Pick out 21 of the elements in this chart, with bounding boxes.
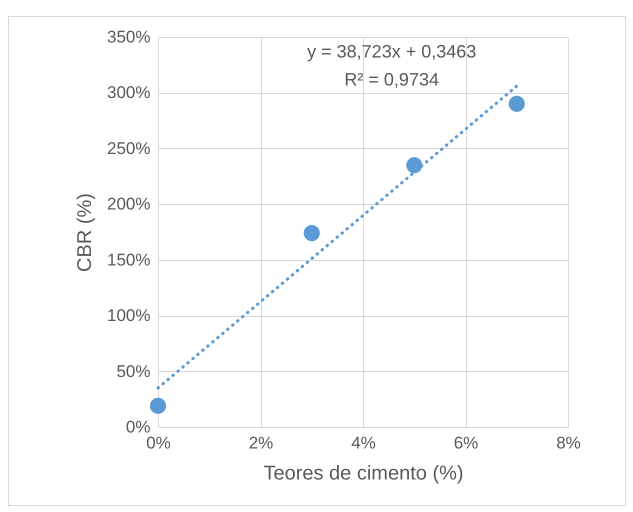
x-tick-label: 4% bbox=[351, 434, 376, 452]
y-tick-label: 350% bbox=[107, 28, 150, 46]
y-tick-label: 200% bbox=[107, 194, 150, 214]
y-tick-label: 100% bbox=[107, 306, 150, 326]
y-tick-label: 0% bbox=[126, 418, 150, 436]
annotation: R² = 0,9734 bbox=[344, 70, 439, 90]
y-tick-label: 50% bbox=[116, 362, 150, 381]
point bbox=[508, 96, 525, 112]
x-tick-label: 2% bbox=[248, 434, 274, 452]
y-tick-label: 300% bbox=[107, 83, 150, 102]
x-tick-label: 6% bbox=[454, 434, 478, 452]
point bbox=[406, 157, 422, 174]
annotation: y = 38,723x + 0,3463 bbox=[307, 42, 476, 62]
x-tick-label: 0% bbox=[146, 434, 171, 452]
y-tick-label: 150% bbox=[107, 250, 150, 270]
x-axis-title: Teores de cimento (%) bbox=[263, 462, 464, 484]
y-tick-label: 250% bbox=[107, 138, 150, 158]
y-axis-title: CBR (%) bbox=[74, 193, 96, 272]
point bbox=[150, 398, 166, 414]
point bbox=[304, 225, 320, 242]
x-tick-label: 8% bbox=[556, 434, 581, 452]
